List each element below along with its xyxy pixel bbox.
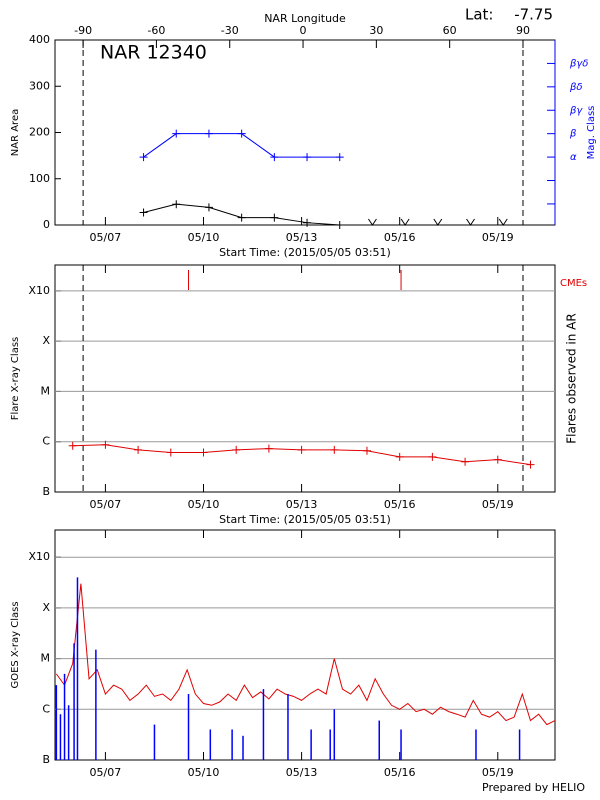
x-tick-label: 05/13: [286, 766, 318, 779]
point-marker: [204, 203, 213, 212]
y2-tick-label: β: [569, 129, 577, 140]
y2-tick-label: α: [570, 152, 577, 163]
x2-axis-label: NAR Longitude: [264, 12, 346, 25]
point-marker: [461, 457, 470, 466]
point-marker: [172, 129, 181, 138]
point-marker: [433, 218, 443, 226]
point-marker: [237, 213, 246, 222]
y-tick-label: B: [42, 485, 50, 498]
x2-tick-label: -90: [74, 24, 92, 37]
point-marker: [237, 129, 246, 138]
y-tick-label: 0: [43, 218, 50, 231]
y-tick-label: M: [41, 384, 51, 397]
y-tick-label: X10: [28, 550, 50, 563]
x2-tick-label: 60: [443, 24, 457, 37]
x-tick-label: 05/07: [90, 498, 122, 511]
point-marker: [166, 448, 175, 457]
x-tick-label: 05/10: [188, 231, 220, 244]
point-marker: [330, 445, 339, 454]
point-marker: [428, 452, 437, 461]
point-marker: [134, 445, 143, 454]
y-axis-label: Flare X-ray Class: [10, 337, 21, 421]
plot-frame: [54, 529, 556, 761]
point-marker: [264, 444, 273, 453]
x-axis-label: Start Time: (2015/05/05 03:51): [219, 246, 391, 259]
y-axis-label: NAR Area: [10, 109, 21, 156]
y2-axis-label: Mag. Class: [586, 106, 597, 160]
point-marker: [493, 455, 502, 464]
x-tick-label: 05/13: [286, 498, 318, 511]
x-tick-label: 05/10: [188, 766, 220, 779]
x-tick-label: 05/10: [188, 498, 220, 511]
point-marker: [270, 213, 279, 222]
y2-tick-label: βγδ: [569, 58, 588, 69]
x2-tick-label: -30: [221, 24, 239, 37]
x-tick-label: 05/07: [90, 231, 122, 244]
x2-tick-label: 90: [516, 24, 530, 37]
y-tick-label: 400: [29, 33, 50, 46]
point-marker: [362, 446, 371, 455]
y-tick-label: 300: [29, 79, 50, 92]
point-marker: [335, 153, 344, 162]
chart-title: NAR 12340: [100, 42, 207, 64]
point-marker: [172, 200, 181, 209]
point-marker: [139, 153, 148, 162]
y-tick-label: 200: [29, 126, 50, 139]
point-marker: [303, 153, 312, 162]
x-tick-label: 05/16: [384, 231, 416, 244]
event-label: CMEs: [560, 278, 587, 289]
y-tick-label: X: [42, 601, 50, 614]
lat-label: Lat:: [465, 6, 493, 24]
x-tick-label: 05/07: [90, 766, 122, 779]
point-marker: [297, 445, 306, 454]
y-tick-label: C: [42, 702, 50, 715]
x-axis-label: Start Time: (2015/05/05 03:51): [219, 513, 391, 526]
x2-tick-label: 30: [369, 24, 383, 37]
series-line: [55, 583, 556, 726]
y-tick-label: 100: [29, 172, 50, 185]
point-marker: [368, 218, 377, 226]
lat-value: -7.75: [514, 6, 553, 24]
plot-frame: [54, 264, 556, 493]
x-tick-label: 05/16: [384, 498, 416, 511]
point-marker: [400, 218, 410, 226]
point-marker: [335, 221, 344, 229]
y-tick-label: C: [42, 435, 50, 448]
point-marker: [68, 441, 77, 450]
point-marker: [199, 448, 208, 457]
y-tick-label: X: [42, 334, 50, 347]
y-tick-label: B: [42, 753, 50, 766]
x2-tick-label: 0: [300, 24, 307, 37]
point-marker: [395, 452, 404, 461]
y2-axis-label: Flares observed in AR: [565, 313, 579, 443]
y-tick-label: M: [41, 652, 51, 665]
x2-tick-label: -60: [147, 24, 165, 37]
x-tick-label: 05/19: [482, 498, 514, 511]
point-marker: [526, 460, 535, 469]
point-marker: [303, 218, 312, 227]
x-tick-label: 05/19: [482, 766, 514, 779]
point-marker: [466, 218, 475, 226]
point-marker: [498, 218, 508, 226]
y2-tick-label: βδ: [569, 82, 583, 93]
y-axis-label: GOES X-ray Class: [10, 601, 21, 688]
footer: Prepared by HELIO: [482, 781, 585, 794]
point-marker: [101, 440, 110, 449]
x-tick-label: 05/16: [384, 766, 416, 779]
point-marker: [204, 129, 213, 138]
point-marker: [270, 153, 279, 162]
y-tick-label: X10: [28, 284, 50, 297]
point-marker: [232, 445, 241, 454]
point-marker: [139, 208, 148, 217]
x-tick-label: 05/13: [286, 231, 318, 244]
y2-tick-label: βγ: [569, 105, 583, 116]
x-tick-label: 05/19: [482, 231, 514, 244]
plot-frame: [54, 39, 556, 226]
